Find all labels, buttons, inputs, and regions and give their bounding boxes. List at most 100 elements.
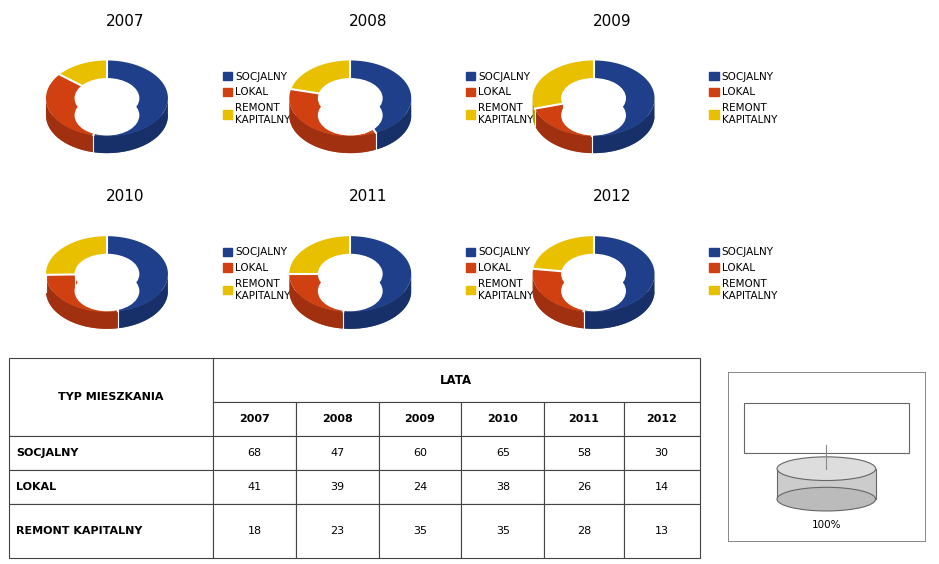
Polygon shape	[563, 104, 593, 135]
Bar	[296, 504, 378, 558]
Polygon shape	[289, 89, 376, 136]
Legend: SOCJALNY, LOKAL, REMONT
KAPITALNY: SOCJALNY, LOKAL, REMONT KAPITALNY	[705, 68, 781, 129]
Polygon shape	[532, 292, 589, 328]
Ellipse shape	[318, 254, 382, 293]
Bar	[461, 402, 545, 436]
Bar	[461, 470, 545, 504]
Polygon shape	[583, 292, 654, 329]
Text: 24: 24	[413, 482, 427, 492]
Legend: SOCJALNY, LOKAL, REMONT
KAPITALNY: SOCJALNY, LOKAL, REMONT KAPITALNY	[462, 243, 538, 305]
Bar	[461, 436, 545, 470]
Polygon shape	[532, 116, 563, 126]
Polygon shape	[46, 236, 107, 275]
Polygon shape	[532, 274, 583, 328]
Polygon shape	[589, 274, 625, 311]
Polygon shape	[583, 236, 654, 312]
Bar	[378, 504, 461, 558]
Text: 35: 35	[496, 526, 510, 536]
Polygon shape	[289, 274, 346, 311]
Ellipse shape	[562, 254, 625, 293]
Polygon shape	[350, 60, 411, 133]
Polygon shape	[46, 292, 118, 329]
Bar	[623, 436, 700, 470]
Polygon shape	[291, 60, 350, 94]
Text: 39: 39	[331, 482, 345, 492]
Bar	[296, 436, 378, 470]
Bar	[296, 402, 378, 436]
Text: 58: 58	[577, 448, 591, 458]
Legend: SOCJALNY, LOKAL, REMONT
KAPITALNY: SOCJALNY, LOKAL, REMONT KAPITALNY	[462, 68, 538, 129]
Polygon shape	[532, 269, 589, 311]
Ellipse shape	[75, 271, 139, 311]
Bar	[623, 402, 700, 436]
Legend: SOCJALNY, LOKAL, REMONT
KAPITALNY: SOCJALNY, LOKAL, REMONT KAPITALNY	[219, 243, 295, 305]
Polygon shape	[94, 60, 168, 136]
Title: 2010: 2010	[106, 190, 145, 204]
Bar	[378, 402, 461, 436]
Title: 2011: 2011	[349, 190, 388, 204]
Text: LOKAL: LOKAL	[16, 482, 56, 492]
Text: 23: 23	[331, 526, 345, 536]
Ellipse shape	[777, 457, 875, 481]
Bar	[9, 358, 213, 436]
Text: 100%: 100%	[811, 519, 841, 530]
Text: 2008: 2008	[322, 414, 352, 424]
Polygon shape	[535, 104, 593, 136]
Bar	[744, 403, 909, 453]
Polygon shape	[535, 121, 593, 153]
Bar	[623, 504, 700, 558]
Polygon shape	[118, 275, 168, 328]
Text: 30: 30	[654, 448, 669, 458]
Polygon shape	[46, 275, 118, 329]
Text: REMONT KAPITALNY: REMONT KAPITALNY	[16, 526, 143, 536]
Polygon shape	[46, 275, 118, 312]
Bar	[378, 470, 461, 504]
Polygon shape	[532, 99, 535, 126]
Title: 2009: 2009	[593, 14, 631, 29]
Ellipse shape	[562, 96, 625, 135]
Text: 2011: 2011	[568, 414, 599, 424]
Polygon shape	[59, 60, 107, 86]
Text: LATA: LATA	[440, 374, 472, 387]
Text: 65: 65	[496, 448, 510, 458]
Polygon shape	[535, 109, 592, 153]
Bar	[9, 504, 213, 558]
Text: 2012: 2012	[646, 414, 677, 424]
Polygon shape	[533, 236, 593, 271]
Polygon shape	[289, 236, 350, 274]
Text: 47: 47	[331, 448, 345, 458]
Text: 38: 38	[496, 482, 510, 492]
Polygon shape	[46, 74, 100, 135]
Polygon shape	[46, 291, 75, 292]
Polygon shape	[376, 98, 411, 149]
Text: 2010: 2010	[487, 414, 518, 424]
Text: 41: 41	[247, 482, 261, 492]
Text: 2009: 2009	[405, 414, 436, 424]
Bar	[9, 436, 213, 470]
Bar	[9, 470, 213, 504]
Text: TYP MIESZKANIA: TYP MIESZKANIA	[58, 392, 164, 402]
Legend: SOCJALNY, LOKAL, REMONT
KAPITALNY: SOCJALNY, LOKAL, REMONT KAPITALNY	[219, 68, 295, 129]
Polygon shape	[113, 274, 139, 310]
Bar	[461, 504, 545, 558]
Polygon shape	[363, 116, 411, 149]
Polygon shape	[344, 292, 411, 329]
Bar	[213, 358, 700, 402]
Text: 13: 13	[654, 526, 669, 536]
Text: 60: 60	[413, 448, 427, 458]
Polygon shape	[318, 274, 346, 310]
Polygon shape	[344, 275, 411, 329]
Polygon shape	[94, 99, 168, 153]
Ellipse shape	[562, 271, 625, 311]
Bar	[213, 470, 296, 504]
Polygon shape	[46, 116, 100, 152]
Polygon shape	[532, 60, 593, 109]
Polygon shape	[346, 274, 382, 311]
Polygon shape	[344, 236, 411, 312]
Polygon shape	[592, 99, 654, 153]
Title: 2007: 2007	[106, 14, 145, 29]
Polygon shape	[562, 99, 563, 121]
Polygon shape	[583, 275, 654, 329]
Polygon shape	[289, 275, 344, 329]
Ellipse shape	[318, 271, 382, 311]
